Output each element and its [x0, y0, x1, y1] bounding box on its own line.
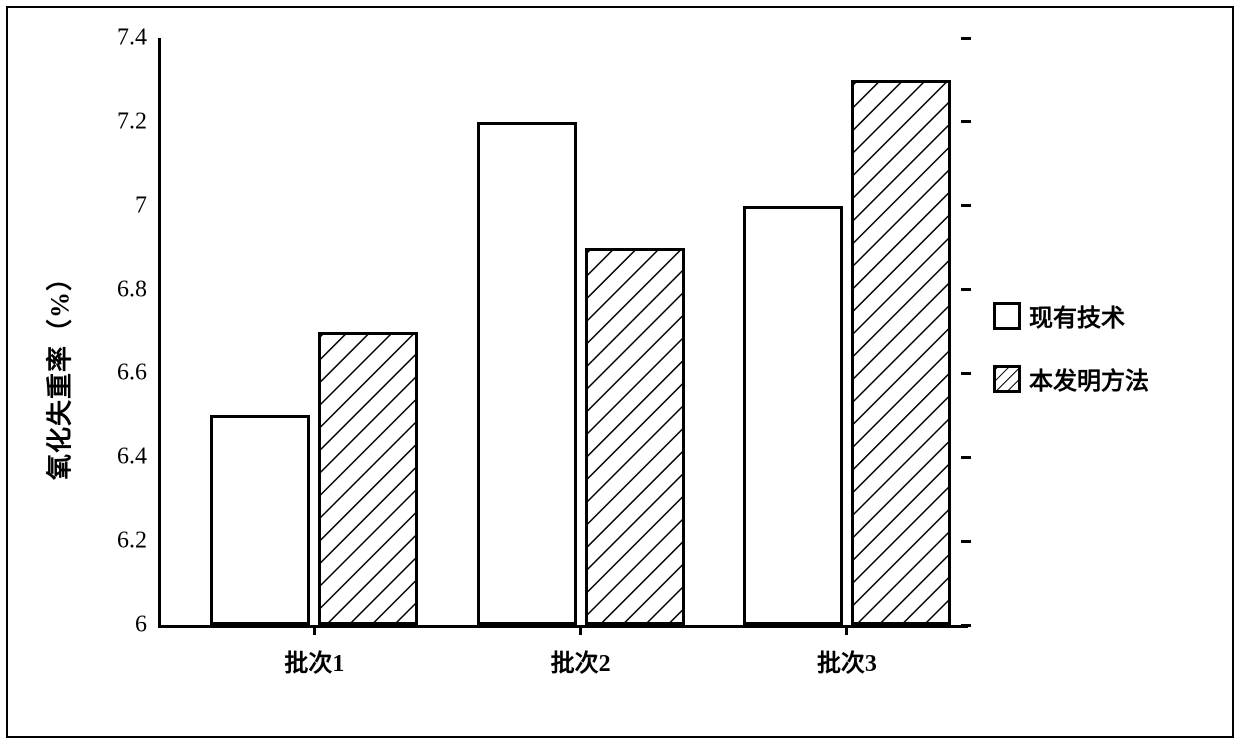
bar-series1 [210, 415, 310, 625]
x-tick-label: 批次3 [817, 625, 877, 678]
bar-series2 [851, 80, 951, 625]
legend-swatch-plain [993, 302, 1021, 330]
y-tick-label: 7.4 [117, 25, 161, 52]
bar-series1 [477, 122, 577, 625]
y-tick-mark [961, 540, 971, 543]
y-tick-label: 7 [135, 192, 161, 219]
legend: 现有技术本发明方法 [993, 298, 1149, 424]
x-tick-label: 批次2 [551, 625, 611, 678]
legend-label: 现有技术 [1029, 298, 1125, 333]
y-tick-label: 6.6 [117, 360, 161, 387]
bar-series2 [585, 248, 685, 625]
y-tick-label: 6.8 [117, 276, 161, 303]
y-tick-label: 6.2 [117, 528, 161, 555]
y-tick-label: 7.2 [117, 108, 161, 135]
y-tick-mark [961, 204, 971, 207]
bar-series2 [318, 332, 418, 626]
legend-swatch-hatched [993, 365, 1021, 393]
chart-frame: 氧化失重率（%） 66.26.46.66.877.27.4批次1批次2批次3 现… [6, 6, 1234, 738]
legend-label: 本发明方法 [1029, 361, 1149, 396]
y-tick-mark [961, 456, 971, 459]
y-tick-mark [961, 372, 971, 375]
y-axis-title: 氧化失重率（%） [40, 264, 77, 480]
y-tick-mark [961, 624, 971, 627]
y-tick-mark [961, 288, 971, 291]
y-tick-label: 6.4 [117, 444, 161, 471]
bar-series1 [743, 206, 843, 625]
y-tick-mark [961, 37, 971, 40]
plot-area: 66.26.46.66.877.27.4批次1批次2批次3 [158, 38, 968, 628]
y-tick-mark [961, 120, 971, 123]
y-tick-label: 6 [135, 612, 161, 639]
x-tick-label: 批次1 [284, 625, 344, 678]
legend-item: 现有技术 [993, 298, 1149, 333]
legend-item: 本发明方法 [993, 361, 1149, 396]
